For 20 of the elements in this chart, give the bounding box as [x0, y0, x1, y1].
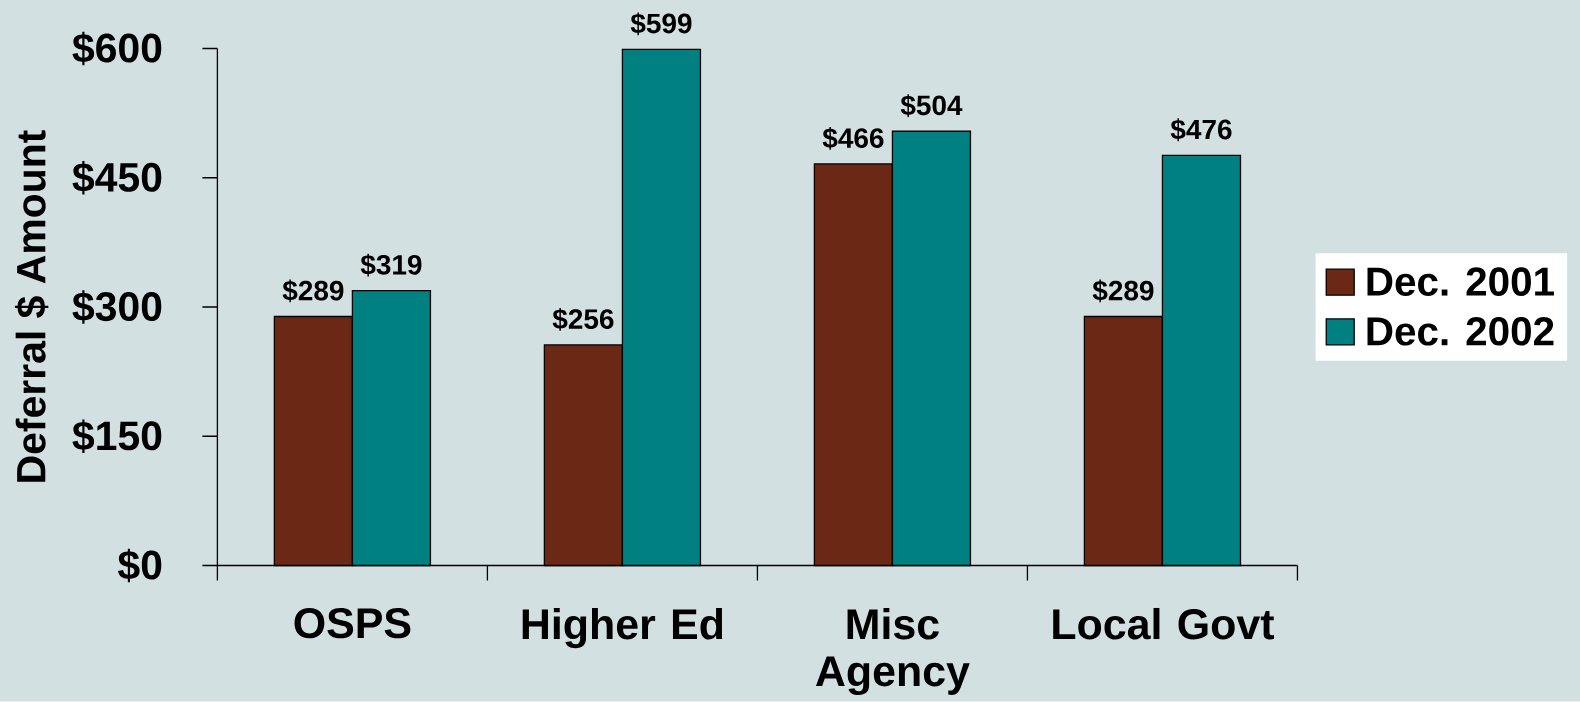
data-label: $476 [1170, 118, 1232, 142]
data-label: $256 [552, 308, 614, 331]
y-axis-title: Deferral $ Amount [14, 130, 49, 482]
legend-label: Dec. 2001 [1367, 267, 1554, 297]
y-tick-label: $600 [72, 31, 162, 66]
x-tick-label: OSPS [294, 608, 411, 639]
x-tick-label: Higher Ed [522, 608, 723, 649]
legend-label: Dec. 2002 [1367, 317, 1554, 346]
x-tick-label: Misc Agency [815, 608, 970, 696]
data-label: $504 [900, 94, 963, 118]
data-label: $289 [1092, 279, 1154, 303]
data-label: $319 [360, 253, 422, 277]
data-label: $466 [822, 127, 884, 150]
y-tick-label: $450 [72, 161, 162, 195]
data-label: $289 [282, 279, 344, 303]
y-tick-label: $300 [72, 290, 162, 324]
x-tick-label: Local Govt [1053, 608, 1275, 640]
data-label: $599 [630, 12, 692, 36]
y-tick-label: $150 [72, 419, 162, 454]
y-tick-label: $0 [117, 548, 162, 583]
